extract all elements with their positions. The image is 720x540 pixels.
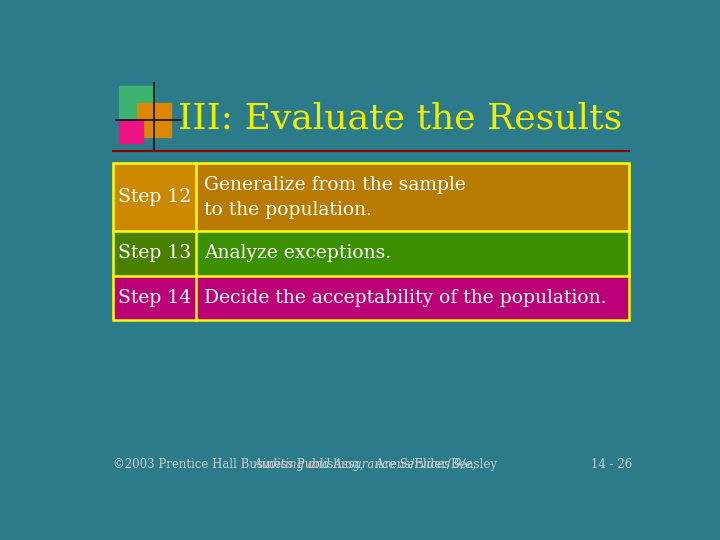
Bar (120, 86, 153, 120)
Text: Auditing and Assurance Services 9/e,: Auditing and Assurance Services 9/e, (253, 457, 477, 470)
Bar (120, 120, 143, 143)
Text: Generalize from the sample
to the population.: Generalize from the sample to the popula… (204, 176, 466, 219)
Text: Analyze exceptions.: Analyze exceptions. (204, 245, 391, 262)
Text: 14 - 26: 14 - 26 (591, 457, 632, 470)
Text: Arens/Elder/Beasley: Arens/Elder/Beasley (372, 457, 498, 470)
Text: Decide the acceptability of the population.: Decide the acceptability of the populati… (204, 289, 606, 307)
Bar (113, 164, 629, 320)
Text: Step 14: Step 14 (118, 289, 192, 307)
Bar (196, 164, 629, 231)
Text: Step 12: Step 12 (118, 188, 192, 206)
Bar (113, 164, 196, 231)
Text: ©2003 Prentice Hall Business Publishing,: ©2003 Prentice Hall Business Publishing, (113, 457, 367, 470)
Bar (113, 276, 196, 320)
Bar (196, 276, 629, 320)
Bar (196, 231, 629, 276)
Text: III: Evaluate the Results: III: Evaluate the Results (178, 102, 622, 136)
Bar (137, 103, 171, 137)
Text: Step 13: Step 13 (118, 245, 192, 262)
Bar (113, 231, 196, 276)
